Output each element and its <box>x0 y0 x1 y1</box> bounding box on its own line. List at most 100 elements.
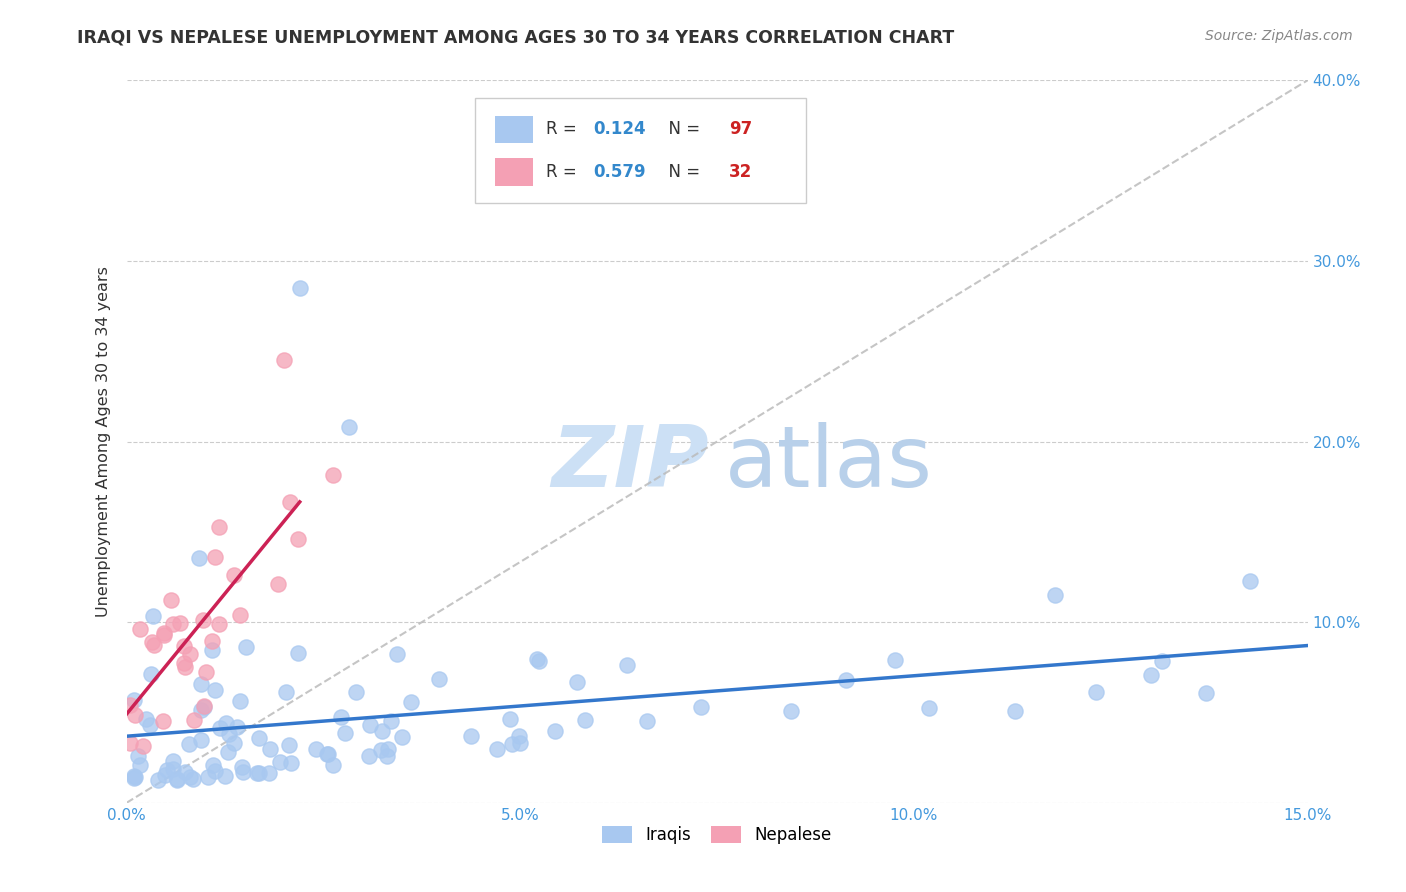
Point <box>247 731 270 745</box>
Point <box>190 733 212 747</box>
Point <box>288 281 311 295</box>
Text: R =: R = <box>546 120 582 138</box>
Point <box>132 739 155 754</box>
Text: 0.579: 0.579 <box>593 163 645 181</box>
Point <box>124 771 146 785</box>
Point <box>174 659 197 673</box>
Point <box>169 616 191 631</box>
Text: 0.124: 0.124 <box>593 120 645 138</box>
Point <box>183 713 205 727</box>
Point <box>166 772 188 786</box>
Text: R =: R = <box>546 163 582 181</box>
Point <box>201 643 224 657</box>
Point <box>153 625 176 640</box>
Point <box>139 718 162 732</box>
Point <box>391 731 413 745</box>
Point <box>616 658 638 673</box>
Point <box>152 714 174 728</box>
Point <box>277 739 299 753</box>
Point <box>322 757 344 772</box>
Point <box>141 667 163 681</box>
Point <box>142 608 165 623</box>
Point <box>120 698 142 712</box>
Point <box>267 577 290 591</box>
Point <box>173 639 195 653</box>
Point <box>315 747 337 762</box>
Point <box>202 758 225 772</box>
Point <box>193 699 215 714</box>
Point <box>509 736 531 750</box>
Point <box>129 758 152 772</box>
Point <box>370 743 392 757</box>
Point <box>179 647 201 661</box>
Bar <box>495 116 533 143</box>
Point <box>278 494 301 508</box>
Point <box>273 353 295 368</box>
Point <box>194 665 217 680</box>
Point <box>246 766 269 780</box>
Point <box>344 685 367 699</box>
Point <box>529 654 551 668</box>
Point <box>337 420 360 434</box>
Point <box>1140 668 1163 682</box>
Point <box>399 695 422 709</box>
Point <box>134 712 156 726</box>
Point <box>208 721 231 735</box>
FancyBboxPatch shape <box>475 98 806 203</box>
Point <box>280 756 302 771</box>
Point <box>128 622 150 636</box>
Point <box>269 756 291 770</box>
Point <box>222 735 245 749</box>
Point <box>370 724 392 739</box>
Point <box>287 532 309 546</box>
Point <box>543 723 565 738</box>
Point <box>162 762 184 776</box>
Point <box>166 773 188 788</box>
Point <box>127 748 149 763</box>
Point <box>141 634 163 648</box>
Point <box>274 685 297 699</box>
Point <box>153 768 176 782</box>
Point <box>162 617 184 632</box>
Point <box>835 673 858 687</box>
Point <box>486 742 509 756</box>
Point <box>1004 704 1026 718</box>
Point <box>690 700 713 714</box>
Point <box>232 765 254 780</box>
Point <box>385 647 408 661</box>
Text: N =: N = <box>658 120 706 138</box>
Point <box>204 549 226 564</box>
Point <box>190 677 212 691</box>
Text: IRAQI VS NEPALESE UNEMPLOYMENT AMONG AGES 30 TO 34 YEARS CORRELATION CHART: IRAQI VS NEPALESE UNEMPLOYMENT AMONG AGE… <box>77 29 955 46</box>
Point <box>197 770 219 784</box>
Point <box>148 773 170 788</box>
Point <box>574 713 596 727</box>
Point <box>214 769 236 783</box>
Text: Source: ZipAtlas.com: Source: ZipAtlas.com <box>1205 29 1353 43</box>
Point <box>120 736 142 750</box>
Point <box>380 714 402 728</box>
Point <box>124 693 146 707</box>
Point <box>142 638 165 652</box>
Point <box>173 656 195 670</box>
Point <box>215 715 238 730</box>
Point <box>357 749 380 764</box>
Point <box>208 616 231 631</box>
Point <box>359 718 381 732</box>
Point <box>159 592 181 607</box>
Point <box>228 607 250 622</box>
Point <box>208 520 231 534</box>
Point <box>460 729 482 743</box>
Point <box>188 550 211 565</box>
Point <box>217 745 239 759</box>
Point <box>124 769 146 783</box>
Bar <box>495 159 533 186</box>
Point <box>162 754 184 768</box>
Point <box>259 741 281 756</box>
Point <box>229 694 252 708</box>
Point <box>427 673 450 687</box>
Point <box>1195 686 1218 700</box>
Point <box>917 701 939 715</box>
Point <box>179 738 201 752</box>
Point <box>501 737 523 751</box>
